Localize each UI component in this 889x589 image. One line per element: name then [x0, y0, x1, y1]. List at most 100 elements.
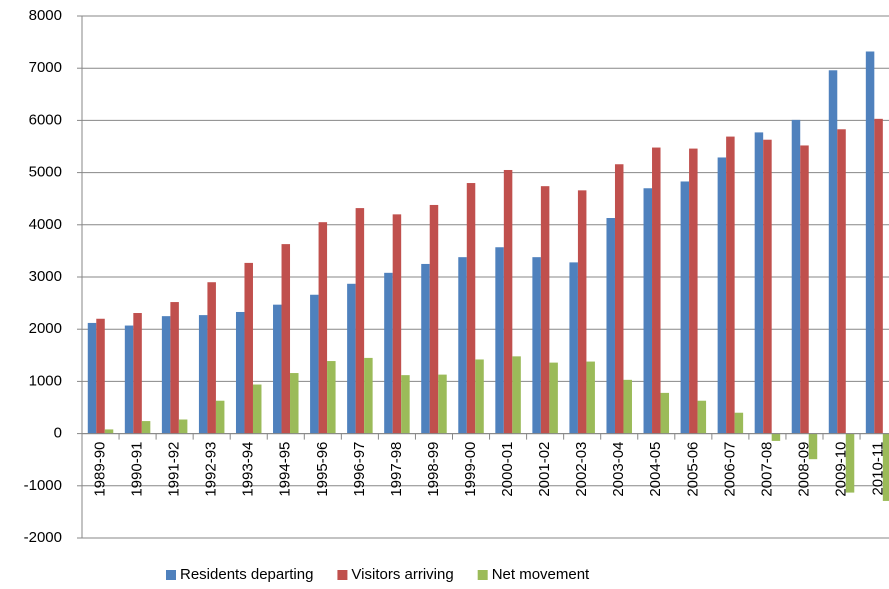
bar: [161, 316, 171, 434]
bar: [252, 384, 262, 434]
bar: [392, 214, 402, 434]
bar: [429, 204, 439, 434]
bar: [754, 132, 764, 434]
y-tick-label: 6000: [29, 111, 62, 128]
bar: [141, 421, 151, 434]
x-tick-label: 2009-10: [832, 442, 849, 497]
bar: [837, 129, 846, 434]
bar: [133, 313, 142, 434]
bar: [586, 361, 595, 434]
bar: [660, 392, 670, 434]
y-tick-label: -1000: [24, 477, 62, 494]
bar: [458, 257, 467, 434]
x-tick-label: 1998-99: [425, 442, 442, 497]
bar: [569, 262, 578, 434]
x-tick-label: 1994-95: [277, 442, 294, 497]
bar: [421, 263, 430, 434]
bar: [290, 373, 299, 434]
x-tick-label: 1996-97: [351, 442, 368, 497]
bar: [512, 356, 521, 434]
bar: [87, 322, 97, 434]
bar: [623, 379, 632, 434]
bar: [771, 433, 781, 441]
bar: [726, 136, 735, 434]
bar: [438, 374, 447, 434]
bar: [791, 119, 801, 434]
legend-label: Residents departing: [180, 566, 313, 583]
bar: [384, 272, 393, 434]
x-tick-label: 1997-98: [388, 442, 405, 497]
y-tick-label: 8000: [29, 7, 62, 24]
bar: [577, 190, 587, 434]
bar: [680, 181, 690, 434]
bar: [495, 247, 504, 434]
bar: [96, 318, 105, 434]
bar: [104, 429, 114, 434]
bar: [170, 302, 179, 434]
bar: [503, 169, 513, 434]
bar: [652, 147, 661, 434]
bar: [882, 433, 889, 501]
bar: [235, 311, 245, 434]
bar: [614, 164, 624, 434]
bar: [318, 222, 328, 434]
x-tick-label: 2001-02: [536, 442, 553, 497]
legend-swatch: [477, 570, 488, 580]
bar: [845, 433, 855, 493]
bar: [215, 400, 225, 434]
y-tick-label: 0: [54, 425, 62, 442]
x-tick-label: 1993-94: [240, 442, 257, 497]
x-tick-label: 2008-09: [795, 442, 812, 497]
bar: [697, 400, 707, 434]
x-tick-label: 1999-00: [462, 442, 479, 497]
bar: [178, 419, 188, 434]
bar: [466, 183, 476, 434]
bar: [355, 208, 365, 434]
legend-swatch: [337, 570, 348, 580]
bar: [198, 315, 208, 434]
x-tick-label: 2007-08: [758, 442, 775, 497]
bar: [207, 282, 216, 434]
x-tick-label: 1991-92: [166, 442, 183, 497]
x-tick-label: 2003-04: [610, 442, 627, 497]
x-tick-label: 2002-03: [573, 442, 590, 497]
x-tick-label: 2004-05: [647, 442, 664, 497]
bar: [734, 412, 744, 434]
legend: Residents departing Visitors arriving Net …: [166, 566, 590, 583]
bar: [800, 145, 809, 434]
bar: [475, 359, 484, 434]
bar: [364, 357, 373, 434]
y-tick-label: 1000: [29, 372, 62, 389]
bar: [401, 375, 410, 434]
bar: [549, 362, 558, 434]
legend-swatch: [166, 570, 176, 580]
bar: [273, 304, 282, 434]
bar: [347, 283, 356, 434]
bar: [606, 218, 615, 434]
x-tick-label: 2006-07: [721, 442, 738, 497]
bar: [717, 157, 727, 434]
bar: [808, 433, 818, 460]
bar: [763, 139, 772, 434]
x-tick-label: 1995-96: [314, 442, 331, 497]
bar: [532, 257, 541, 434]
bar: [874, 118, 883, 434]
x-tick-label: 1990-91: [129, 442, 146, 497]
bar: [281, 244, 291, 434]
bar: [327, 361, 336, 434]
bar: [124, 325, 134, 434]
bar: [689, 148, 698, 434]
bar: [865, 51, 875, 434]
y-tick-label: 2000: [29, 320, 62, 337]
bar: [244, 262, 253, 434]
bar: [828, 70, 838, 434]
x-tick-label: 2010-11: [870, 442, 887, 496]
legend-label: Net movement: [492, 566, 590, 583]
x-tick-label: 1992-93: [203, 442, 220, 497]
y-tick-label: 7000: [29, 59, 62, 76]
bar: [643, 188, 653, 434]
bar: [540, 186, 550, 434]
x-tick-label: 1989-90: [91, 442, 108, 497]
